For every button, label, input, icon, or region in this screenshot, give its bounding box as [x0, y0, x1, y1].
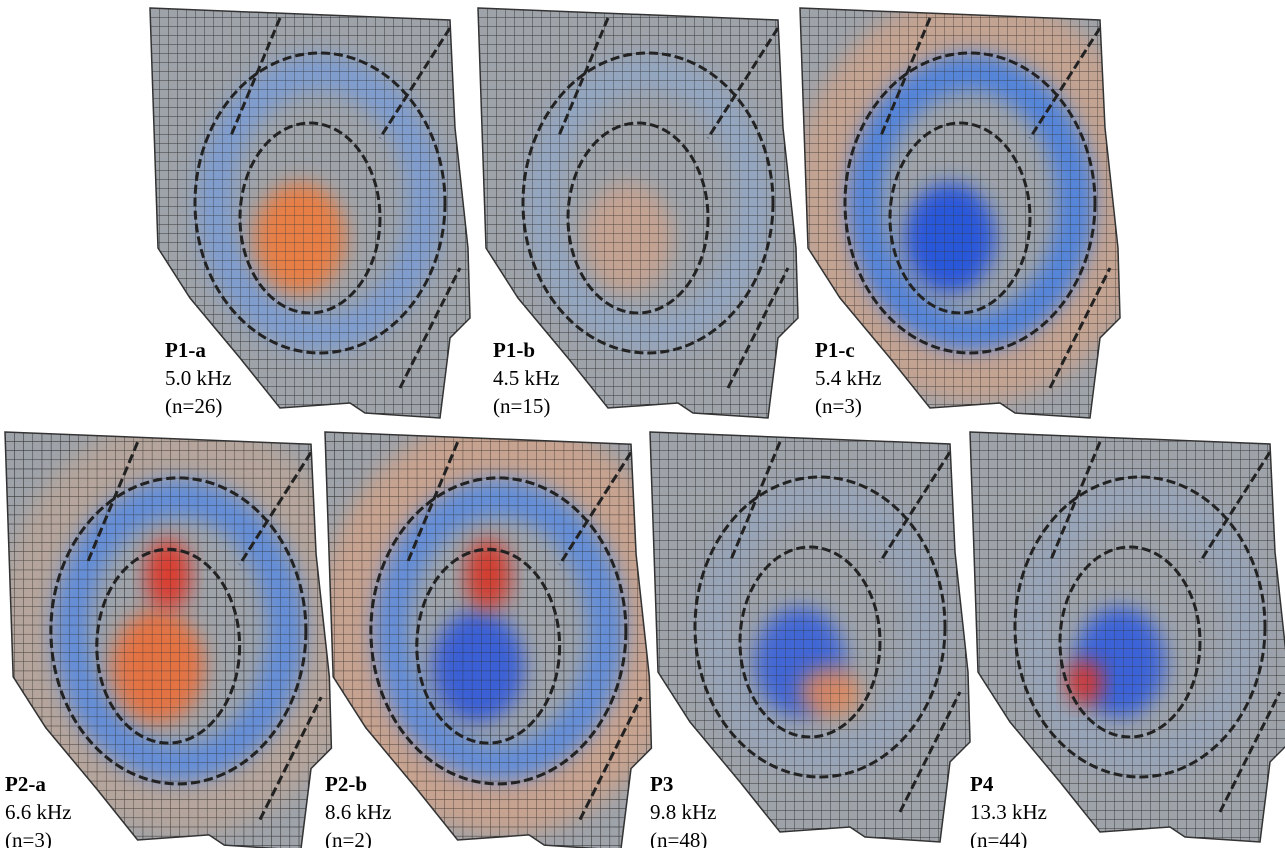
mesh-edge: [415, 547, 562, 745]
mesh-edge: [369, 476, 628, 786]
mesh: [970, 432, 1285, 842]
mesh-edge: [566, 121, 710, 315]
panel-frequency: 5.0 kHz: [165, 366, 232, 390]
mesh: [325, 432, 652, 848]
panel-frequency: 13.3 kHz: [970, 800, 1047, 824]
panel-count: (n=44): [970, 828, 1027, 848]
mesh-grid: [5, 432, 332, 848]
panel-count: (n=3): [815, 394, 862, 418]
mesh-edge: [228, 17, 462, 389]
panel-frequency: 9.8 kHz: [650, 800, 717, 824]
mesh: [650, 432, 970, 842]
panel-frequency: 8.6 kHz: [325, 800, 392, 824]
mesh-edge: [556, 17, 790, 389]
panel-label: P1-c: [815, 338, 855, 362]
mesh: [150, 8, 470, 418]
panel: [4, 431, 333, 848]
mesh-grid: [650, 432, 970, 842]
mesh-grid: [150, 8, 470, 418]
mesh-outline: [799, 7, 1121, 419]
mesh: [800, 8, 1120, 418]
mesh-grid: [800, 8, 1120, 418]
panel: [969, 431, 1285, 843]
mesh-outline: [969, 431, 1285, 843]
mesh: [478, 8, 798, 418]
mesh-edge: [49, 476, 308, 786]
panel-count: (n=2): [325, 828, 372, 848]
mesh-edge: [693, 475, 947, 779]
panel-label: P2-b: [325, 772, 367, 796]
panel: [324, 431, 653, 848]
panel-label: P1-b: [493, 338, 535, 362]
panel: [799, 7, 1121, 419]
panel: [149, 7, 471, 419]
mesh-grid: [478, 8, 798, 418]
panel-label: P3: [650, 772, 673, 796]
mesh-edge: [1058, 545, 1202, 739]
panel: [477, 7, 799, 419]
panel-frequency: 6.6 kHz: [5, 800, 72, 824]
panel-label: P4: [970, 772, 994, 796]
mesh-edge: [728, 441, 962, 813]
panel-count: (n=48): [650, 828, 707, 848]
panel-label: P1-a: [165, 338, 206, 362]
mesh-outline: [477, 7, 799, 419]
mesh-edge: [238, 121, 382, 315]
mesh-outline: [149, 7, 471, 419]
mesh-edge: [843, 51, 1097, 355]
panel-frequency: 4.5 kHz: [493, 366, 560, 390]
mesh-edge: [1013, 475, 1267, 779]
panel: [649, 431, 971, 843]
mesh-edge: [738, 545, 882, 739]
mesh-edge: [888, 121, 1032, 315]
panel-count: (n=26): [165, 394, 222, 418]
panel-label: P2-a: [5, 772, 46, 796]
mesh-edge: [193, 51, 447, 355]
mesh-grid: [325, 432, 652, 848]
mesh: [5, 432, 332, 848]
panel-count: (n=3): [5, 828, 52, 848]
mesh-edge: [1048, 441, 1282, 813]
panel-frequency: 5.4 kHz: [815, 366, 882, 390]
mesh-edge: [521, 51, 775, 355]
mesh-edge: [95, 547, 242, 745]
mesh-edge: [878, 17, 1112, 389]
mesh-outline: [649, 431, 971, 843]
panel-count: (n=15): [493, 394, 550, 418]
mesh-grid: [970, 432, 1285, 842]
